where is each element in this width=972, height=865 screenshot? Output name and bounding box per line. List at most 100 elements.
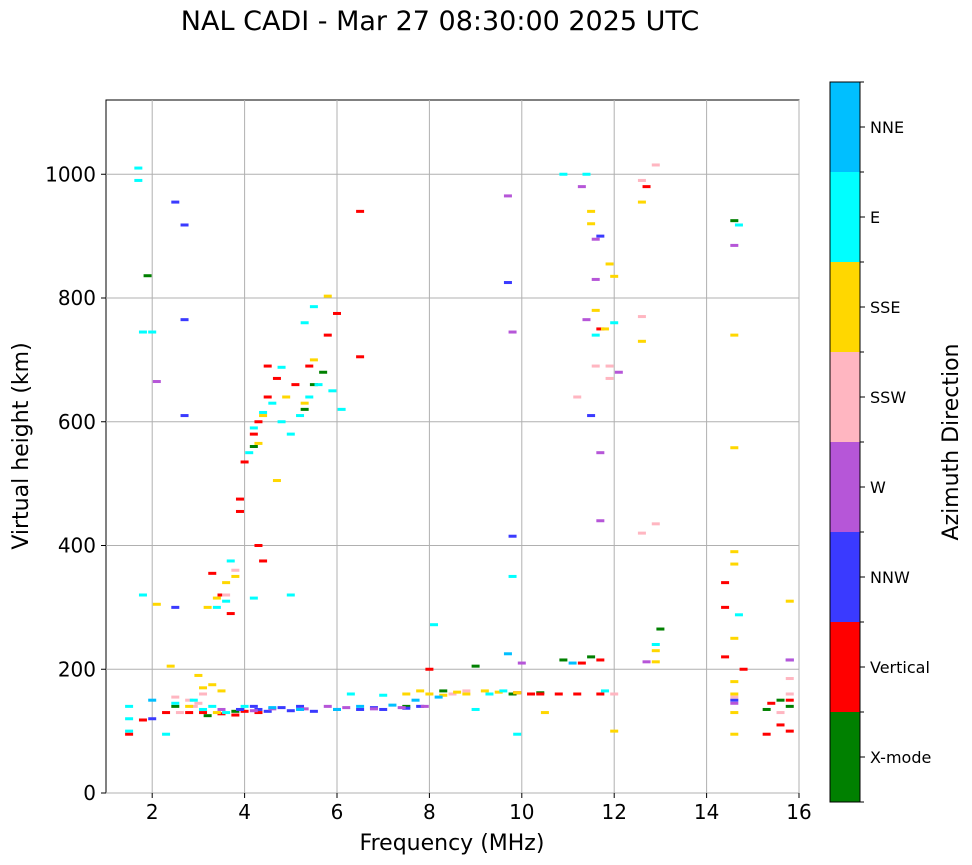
- data-point: [577, 661, 586, 665]
- data-point: [402, 706, 411, 710]
- data-point: [637, 200, 646, 204]
- x-axis-ticks: 2 4 6 8 10 12 14 16: [146, 793, 812, 824]
- data-point: [263, 709, 272, 713]
- data-point: [785, 677, 794, 681]
- data-point: [600, 327, 609, 331]
- data-point: [162, 732, 171, 736]
- data-point: [323, 294, 332, 298]
- data-point: [356, 707, 365, 711]
- data-point: [148, 330, 157, 334]
- data-point: [596, 234, 605, 238]
- data-point: [776, 698, 785, 702]
- data-point: [573, 692, 582, 696]
- data-point: [162, 711, 171, 715]
- y-axis-label: Virtual height (km): [9, 342, 34, 549]
- data-point: [286, 593, 295, 597]
- data-point: [721, 605, 730, 609]
- data-point: [138, 593, 147, 597]
- data-point: [397, 706, 406, 710]
- data-point: [411, 698, 420, 702]
- data-point: [240, 460, 249, 464]
- data-point: [508, 692, 517, 696]
- data-point: [730, 333, 739, 337]
- data-point: [296, 414, 305, 418]
- data-point: [767, 701, 776, 705]
- data-point: [226, 559, 235, 563]
- data-point: [605, 262, 614, 266]
- data-point: [356, 355, 365, 359]
- data-point: [309, 305, 318, 309]
- data-point: [199, 711, 208, 715]
- data-point: [610, 321, 619, 325]
- data-point: [503, 652, 512, 656]
- data-point: [785, 692, 794, 696]
- data-point: [180, 414, 189, 418]
- data-point: [614, 370, 623, 374]
- data-point: [254, 544, 263, 547]
- data-point: [785, 599, 794, 603]
- data-point: [226, 612, 235, 616]
- data-point: [379, 693, 388, 697]
- data-point: [203, 605, 212, 609]
- chart-title: NAL CADI - Mar 27 08:30:00 2025 UTC: [180, 6, 700, 37]
- data-point: [272, 376, 281, 380]
- data-point: [323, 704, 332, 708]
- x-tick-label: 8: [423, 800, 436, 824]
- data-point: [296, 704, 305, 708]
- data-point: [651, 660, 660, 664]
- data-point: [730, 732, 739, 736]
- data-point: [323, 333, 332, 337]
- data-point: [208, 704, 217, 708]
- data-point: [212, 605, 221, 609]
- data-point: [637, 315, 646, 319]
- data-point: [591, 364, 600, 368]
- data-point: [762, 732, 771, 736]
- y-tick-label: 1000: [45, 162, 96, 186]
- data-point: [600, 689, 609, 693]
- data-point: [356, 704, 365, 708]
- data-point: [286, 432, 295, 436]
- data-point: [148, 717, 157, 721]
- data-point: [721, 581, 730, 585]
- data-point: [439, 689, 448, 693]
- data-point: [508, 574, 517, 578]
- data-point: [425, 692, 434, 696]
- colorbar-tick-label: SSE: [870, 298, 900, 317]
- colorbar-segment: [830, 712, 860, 802]
- data-point: [513, 691, 522, 695]
- y-axis-ticks: 0 200 400 600 800 1000: [45, 162, 106, 805]
- data-point: [577, 185, 586, 189]
- data-point: [249, 596, 258, 600]
- data-point: [235, 509, 244, 513]
- data-point: [272, 479, 281, 483]
- data-point: [199, 686, 208, 690]
- colorbar-frame: [829, 81, 861, 803]
- data-point: [300, 407, 309, 411]
- plot-area-frame: [105, 99, 800, 794]
- data-point: [235, 497, 244, 501]
- data-point: [462, 692, 471, 696]
- data-point: [235, 707, 244, 711]
- data-point: [730, 562, 739, 566]
- data-point: [369, 707, 378, 711]
- data-point: [503, 281, 512, 285]
- colorbar-segment: [830, 262, 860, 352]
- data-point: [471, 707, 480, 711]
- data-point: [596, 658, 605, 662]
- data-point: [180, 318, 189, 322]
- data-point: [430, 623, 439, 627]
- colorbar-tick-label: NNW: [870, 568, 910, 587]
- data-point: [536, 692, 545, 696]
- data-point: [231, 709, 240, 713]
- data-point: [471, 664, 480, 668]
- data-point: [189, 704, 198, 708]
- data-point: [305, 364, 314, 368]
- data-point: [143, 274, 152, 278]
- x-tick-label: 14: [694, 800, 719, 824]
- data-point: [171, 605, 180, 609]
- data-point: [245, 451, 254, 455]
- data-point: [125, 729, 134, 733]
- data-point: [333, 707, 341, 711]
- y-tick-label: 0: [83, 781, 96, 805]
- data-point: [730, 701, 739, 705]
